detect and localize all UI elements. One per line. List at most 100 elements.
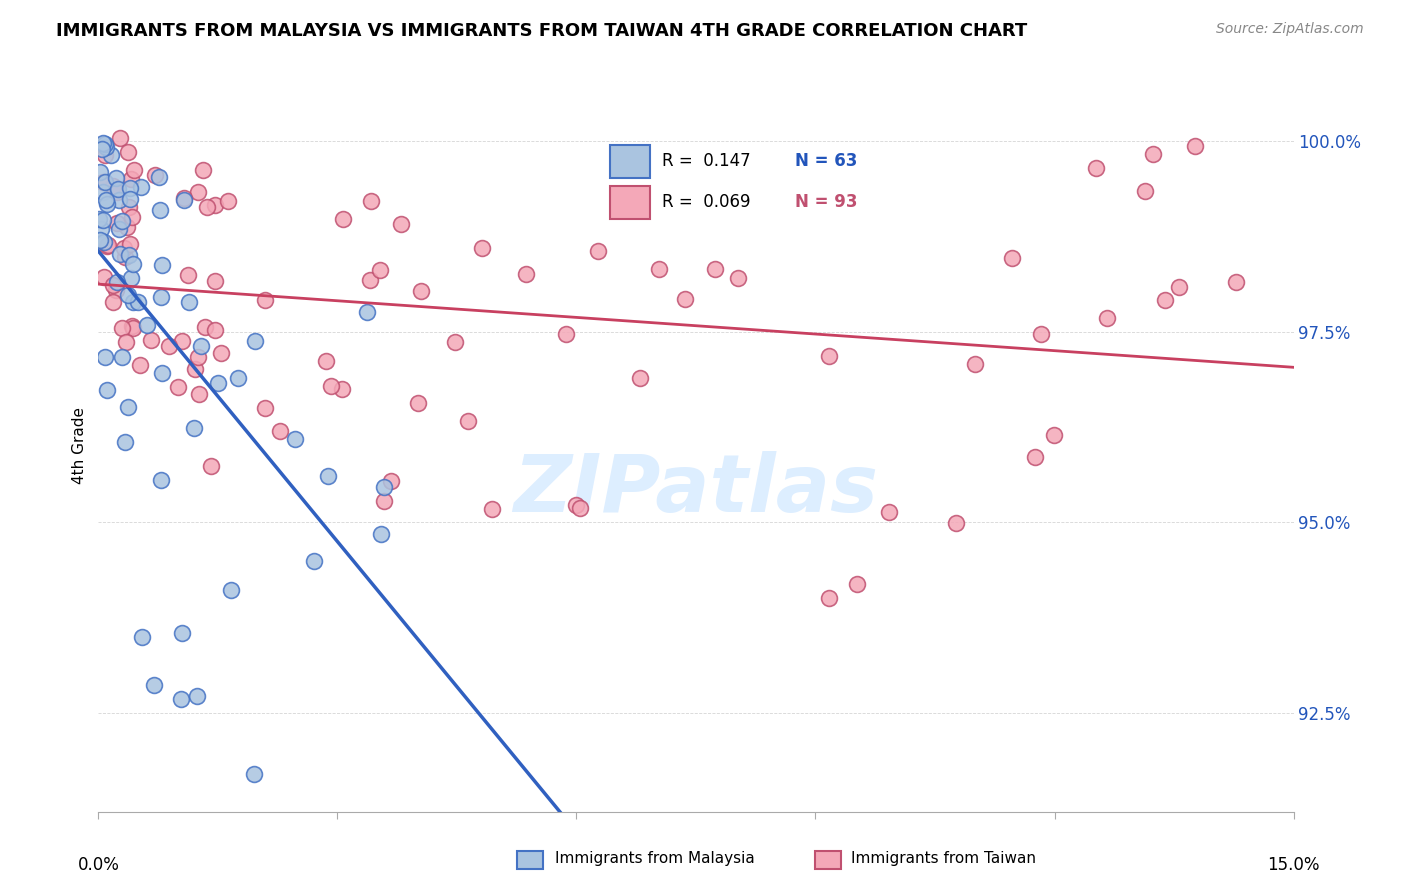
Y-axis label: 4th Grade: 4th Grade (72, 408, 87, 484)
Point (111, 214, 134, 228)
Point (118, 181, 141, 195)
Point (150, 289, 173, 303)
Point (1043, 428, 1066, 442)
Point (284, 433, 307, 447)
Point (243, 767, 266, 781)
Point (253, 401, 276, 415)
Point (360, 194, 382, 209)
Point (105, 186, 128, 200)
Point (877, 505, 900, 519)
Point (569, 501, 592, 516)
FancyBboxPatch shape (610, 186, 650, 219)
Point (321, 379, 343, 393)
Point (170, 692, 193, 706)
Point (818, 591, 841, 605)
Point (143, 168, 166, 182)
Point (380, 474, 402, 488)
Point (107, 182, 129, 196)
Point (94, 140, 117, 154)
Point (221, 583, 243, 598)
Text: R =  0.069: R = 0.069 (662, 194, 751, 211)
Point (121, 295, 143, 310)
Point (200, 458, 222, 473)
Point (330, 382, 353, 396)
Point (1024, 450, 1046, 464)
Point (373, 480, 395, 494)
Point (110, 247, 132, 261)
Point (204, 322, 226, 336)
Point (96, 238, 118, 252)
Point (818, 349, 841, 363)
Point (207, 376, 229, 390)
Point (187, 350, 209, 364)
Point (177, 294, 200, 309)
Point (515, 268, 537, 282)
Text: 0.0%: 0.0% (77, 855, 120, 873)
Text: 15.0%: 15.0% (1267, 855, 1320, 873)
Point (1133, 185, 1156, 199)
Point (389, 217, 412, 231)
Point (565, 498, 588, 512)
Point (94, 351, 117, 365)
Point (148, 169, 170, 184)
Point (104, 170, 127, 185)
Point (139, 333, 162, 347)
Point (673, 292, 696, 306)
Point (194, 319, 217, 334)
Point (170, 334, 193, 349)
Point (167, 380, 190, 394)
Point (318, 469, 340, 483)
Point (1029, 326, 1052, 341)
Point (91, 185, 114, 199)
Point (89, 165, 111, 179)
Point (359, 273, 381, 287)
Point (108, 221, 131, 235)
Point (91, 142, 114, 156)
Point (103, 278, 125, 293)
Point (101, 295, 124, 310)
Point (187, 387, 209, 401)
Point (111, 351, 134, 365)
Point (114, 250, 136, 264)
Point (217, 194, 239, 209)
Point (370, 527, 392, 541)
Point (302, 553, 325, 567)
Point (117, 248, 139, 262)
Point (204, 274, 226, 288)
Point (190, 339, 212, 353)
Point (187, 185, 209, 199)
Text: R =  0.147: R = 0.147 (662, 153, 751, 170)
Point (94, 194, 117, 208)
Point (96, 196, 118, 211)
Point (114, 434, 136, 449)
Point (93, 136, 115, 151)
Point (122, 163, 145, 178)
Point (269, 424, 291, 438)
Point (963, 358, 986, 372)
Text: IMMIGRANTS FROM MALAYSIA VS IMMIGRANTS FROM TAIWAN 4TH GRADE CORRELATION CHART: IMMIGRANTS FROM MALAYSIA VS IMMIGRANTS F… (56, 22, 1028, 40)
Point (117, 287, 139, 301)
Point (120, 271, 142, 285)
Point (121, 319, 143, 334)
Point (1142, 147, 1164, 161)
Point (356, 304, 378, 318)
Point (471, 241, 494, 255)
Point (315, 354, 337, 368)
Point (112, 241, 135, 255)
Point (1167, 279, 1189, 293)
Point (173, 191, 195, 205)
Point (117, 200, 139, 214)
Point (142, 678, 165, 692)
Text: N = 63: N = 63 (796, 153, 858, 170)
Point (243, 334, 266, 349)
Point (170, 626, 193, 640)
Point (110, 131, 132, 145)
Point (204, 198, 226, 212)
Point (159, 338, 181, 352)
Point (105, 216, 128, 230)
Point (1095, 311, 1118, 326)
Point (118, 237, 141, 252)
Point (149, 473, 172, 487)
Point (107, 193, 129, 207)
Point (1225, 275, 1247, 289)
